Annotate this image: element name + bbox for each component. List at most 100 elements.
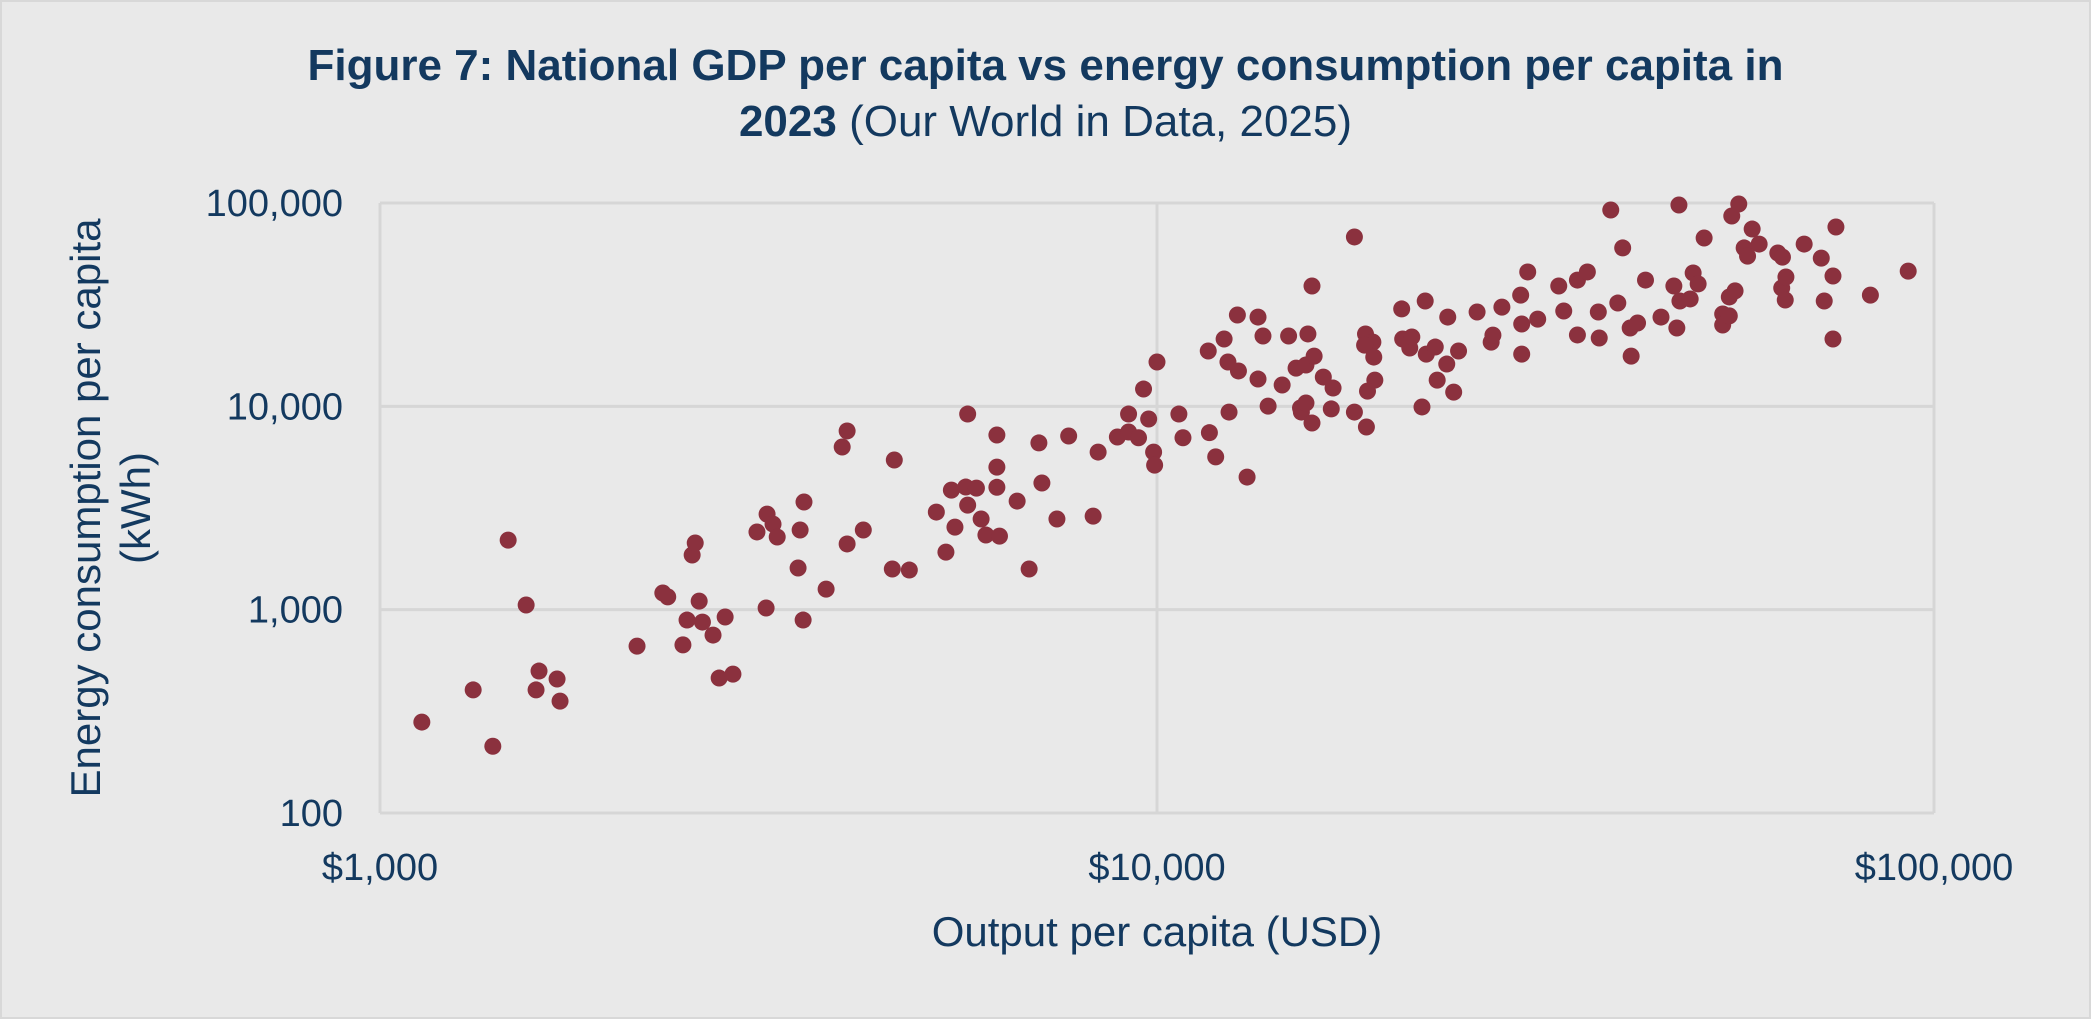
data-point [942, 481, 960, 499]
chart-title: Figure 7: National GDP per capita vs ene… [0, 38, 2091, 150]
y-axis-title-line-1: Energy consumption per capita [62, 218, 109, 798]
data-point [959, 496, 977, 514]
data-point [977, 526, 995, 544]
data-point [1861, 286, 1879, 304]
data-point [1357, 418, 1375, 436]
data-point [1665, 277, 1683, 295]
title-line-1: Figure 7: National GDP per capita vs ene… [307, 41, 1784, 90]
data-point [1750, 235, 1768, 253]
data-point [937, 543, 955, 561]
y-tick-label: 10,000 [227, 386, 343, 428]
data-point [1590, 329, 1608, 347]
data-point [1670, 196, 1688, 214]
data-point [1899, 262, 1917, 280]
y-axis-title: Energy consumption per capita (kWh) [62, 218, 159, 798]
data-point [1280, 327, 1298, 345]
data-point [1815, 292, 1833, 310]
data-point [1170, 405, 1188, 423]
y-axis-title-line-2: (kWh) [112, 452, 159, 564]
data-point [686, 534, 704, 552]
data-point [1207, 448, 1225, 466]
data-point [757, 599, 775, 617]
data-point [1636, 271, 1654, 289]
data-point [1303, 277, 1321, 295]
data-point [1550, 277, 1568, 295]
data-point [484, 737, 502, 755]
data-point [1324, 379, 1342, 397]
data-point [1033, 474, 1051, 492]
data-point [548, 670, 566, 688]
data-point [1629, 314, 1647, 332]
data-point [838, 422, 856, 440]
data-point [1345, 228, 1363, 246]
title-line-2: 2023 (Our World in Data, 2025) [0, 94, 2091, 150]
data-points [413, 195, 1917, 755]
data-point [1238, 468, 1256, 486]
data-point [1215, 330, 1233, 348]
data-point [1589, 303, 1607, 321]
data-point [838, 535, 856, 553]
data-point [1249, 370, 1267, 388]
data-point [517, 596, 535, 614]
data-point [710, 669, 728, 687]
data-point [1519, 263, 1537, 281]
data-point [1135, 380, 1153, 398]
data-point [1450, 342, 1468, 360]
data-point [1529, 310, 1547, 328]
data-point [885, 451, 903, 469]
data-point [1254, 327, 1272, 345]
data-point [1445, 383, 1463, 401]
data-point [1322, 400, 1340, 418]
data-point [1403, 328, 1421, 346]
data-point [704, 626, 722, 644]
data-point [1438, 355, 1456, 373]
data-point [1513, 315, 1531, 333]
data-point [1140, 410, 1158, 428]
data-point [1512, 286, 1530, 304]
data-point [854, 521, 872, 539]
data-point [551, 692, 569, 710]
data-point [527, 681, 545, 699]
data-point [1356, 336, 1374, 354]
data-point [1413, 398, 1431, 416]
data-point [1568, 326, 1586, 344]
data-point [959, 405, 977, 423]
data-point [1249, 308, 1267, 326]
data-point [946, 518, 964, 536]
data-point [1739, 247, 1757, 265]
data-point [764, 515, 782, 533]
data-point [1513, 345, 1531, 363]
data-point [1468, 303, 1486, 321]
data-point [1493, 298, 1511, 316]
data-point [1689, 275, 1707, 293]
data-point [1720, 307, 1738, 325]
data-point [1652, 308, 1670, 326]
data-point [794, 611, 812, 629]
x-tick-label: $10,000 [1088, 847, 1225, 889]
data-point [1148, 353, 1166, 371]
data-point [1428, 371, 1446, 389]
title-year: 2023 [738, 97, 837, 146]
y-tick-label: 1,000 [248, 590, 343, 632]
data-point [1365, 348, 1383, 366]
data-point [1484, 326, 1502, 344]
data-point [817, 580, 835, 598]
data-point [1578, 263, 1596, 281]
data-point [1426, 338, 1444, 356]
data-point [1084, 507, 1102, 525]
data-point [1048, 510, 1066, 528]
data-point [1008, 492, 1026, 510]
data-point [693, 613, 711, 631]
data-point [990, 527, 1008, 545]
data-point [1730, 195, 1748, 213]
data-point [1297, 394, 1315, 412]
data-point [1824, 330, 1842, 348]
data-point [833, 438, 851, 456]
data-point [1812, 249, 1830, 267]
gridlines [378, 201, 1936, 815]
data-point [659, 588, 677, 606]
tick-labels: 100 1,000 10,000 100,000 $1,000 $10,000 $100,0… [206, 183, 2014, 889]
data-point [1146, 456, 1164, 474]
data-point [1314, 368, 1332, 386]
